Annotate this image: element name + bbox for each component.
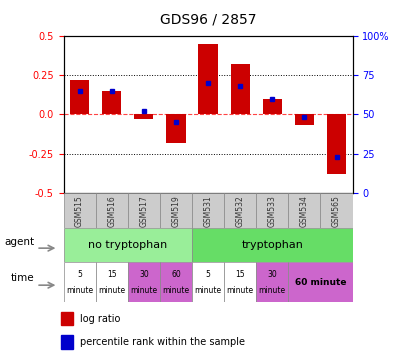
Text: 30: 30 (139, 271, 148, 280)
Bar (70, 80, 89, 114)
Bar (63, 193, 95, 228)
Bar (262, 99, 281, 114)
Text: 15: 15 (235, 271, 245, 280)
Text: GSM519: GSM519 (171, 195, 180, 226)
Bar (224, 262, 256, 302)
Bar (102, 91, 121, 114)
Bar (160, 193, 191, 228)
Bar (134, 114, 153, 119)
Bar (326, 114, 345, 174)
Text: 5: 5 (205, 271, 210, 280)
Text: minute: minute (194, 286, 221, 295)
Bar (128, 262, 160, 302)
Bar (128, 193, 160, 228)
Bar (95, 262, 128, 302)
Bar (294, 114, 313, 125)
Text: GSM534: GSM534 (299, 195, 308, 227)
Text: GSM517: GSM517 (139, 195, 148, 226)
Text: percentile rank within the sample: percentile rank within the sample (80, 337, 244, 347)
Text: no tryptophan: no tryptophan (88, 240, 167, 251)
Text: GSM516: GSM516 (107, 195, 116, 226)
Bar (160, 262, 191, 302)
Text: 60: 60 (171, 271, 180, 280)
Text: 15: 15 (107, 271, 116, 280)
Bar (191, 262, 224, 302)
Text: GDS96 / 2857: GDS96 / 2857 (160, 13, 256, 27)
Bar (230, 64, 249, 114)
Bar (61, 312, 72, 326)
Bar (320, 193, 352, 228)
Bar (191, 228, 352, 262)
Text: 5: 5 (77, 271, 82, 280)
Bar (288, 262, 352, 302)
Bar (256, 193, 288, 228)
Bar (95, 193, 128, 228)
Text: 60 minute: 60 minute (294, 277, 345, 287)
Text: GSM532: GSM532 (235, 195, 244, 226)
Text: minute: minute (130, 286, 157, 295)
Text: 30: 30 (267, 271, 276, 280)
Text: minute: minute (66, 286, 93, 295)
Bar (63, 262, 95, 302)
Bar (61, 335, 72, 348)
Text: GSM531: GSM531 (203, 195, 212, 226)
Text: GSM565: GSM565 (331, 195, 340, 227)
Text: time: time (11, 273, 34, 283)
Text: agent: agent (4, 237, 34, 247)
Bar (288, 193, 320, 228)
Bar (224, 193, 256, 228)
Bar (63, 228, 191, 262)
Text: GSM533: GSM533 (267, 195, 276, 227)
Text: GSM515: GSM515 (75, 195, 84, 226)
Bar (198, 44, 217, 114)
Text: minute: minute (162, 286, 189, 295)
Text: tryptophan: tryptophan (241, 240, 303, 251)
Text: minute: minute (98, 286, 125, 295)
Text: log ratio: log ratio (80, 314, 120, 324)
Text: minute: minute (226, 286, 253, 295)
Bar (191, 193, 224, 228)
Text: minute: minute (258, 286, 285, 295)
Bar (256, 262, 288, 302)
Bar (166, 114, 185, 142)
